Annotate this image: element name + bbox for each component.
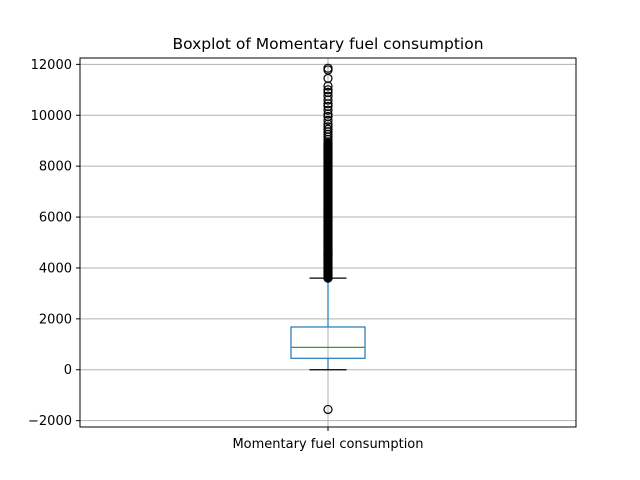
y-tick-label: 8000 — [39, 160, 72, 175]
outlier-point — [323, 404, 333, 415]
outlier-point — [323, 87, 333, 97]
outlier-points — [323, 63, 333, 415]
outlier-point — [323, 101, 333, 111]
y-tick-label: 2000 — [39, 312, 72, 327]
outlier-point — [323, 124, 333, 134]
outlier-point — [323, 105, 333, 115]
y-tick-label: 4000 — [39, 261, 72, 276]
iqr-box — [290, 326, 366, 359]
outlier-point — [323, 63, 333, 73]
y-tick-label: 10000 — [31, 109, 72, 124]
box-plot — [290, 277, 366, 371]
y-tick-label: −2000 — [28, 414, 72, 429]
outlier-point — [323, 111, 333, 122]
plot-frame — [79, 57, 577, 428]
y-tick-label: 6000 — [39, 211, 72, 226]
y-tick-label: 0 — [64, 363, 72, 378]
outlier-point — [323, 85, 333, 95]
outlier-point — [323, 115, 333, 125]
outlier-point — [323, 122, 333, 132]
x-tick-label: Momentary fuel consumption — [232, 437, 423, 452]
chart-title: Boxplot of Momentary fuel consumption — [172, 35, 483, 53]
outlier-point — [323, 91, 333, 101]
axes: −2000 0 2000 4000 6000 8000 10000 12000 Momentar… — [28, 58, 424, 452]
y-tick-label: 12000 — [31, 58, 72, 73]
